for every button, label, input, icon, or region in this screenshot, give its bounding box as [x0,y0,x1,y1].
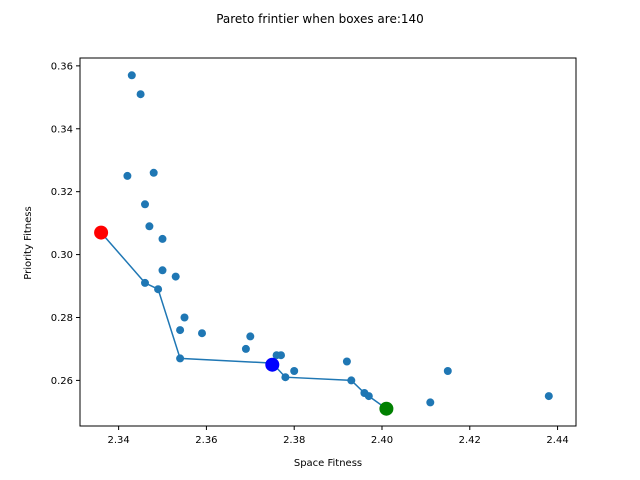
data-point [141,200,149,209]
x-axis-label: Space Fitness [294,458,362,469]
data-point [180,313,189,322]
y-tick-label: 0.36 [51,61,73,72]
plot-area [79,57,577,427]
data-point [364,392,373,401]
x-tick-label: 2.42 [459,435,481,446]
data-point [141,278,149,287]
data-point [241,344,250,353]
x-tick-label: 2.34 [107,435,129,446]
y-tick-label: 0.30 [51,250,73,261]
x-tick-label: 2.40 [371,435,393,446]
plot-frame [79,57,577,427]
data-point [281,373,290,382]
x-tick-label: 2.38 [283,435,305,446]
data-point [290,367,299,375]
data-point [342,357,351,366]
y-tick-label: 0.26 [51,376,73,387]
data-point [544,392,553,401]
data-point [158,266,167,275]
highlight-point-right [379,401,394,416]
y-axis-label: Priority Fitness [23,206,34,279]
x-tick-label: 2.44 [546,435,568,446]
data-point [347,376,356,385]
data-point [176,354,185,363]
data-point [158,234,167,243]
data-point [145,222,154,231]
y-tick-label: 0.28 [51,313,73,324]
y-axis: 0.26 0.28 0.30 0.32 0.34 0.36 [51,61,80,387]
highlight-point-left [94,225,109,240]
y-tick-label: 0.32 [51,187,73,198]
data-point [426,398,435,407]
data-point [123,171,132,180]
data-point [198,329,206,338]
chart-title: Pareto frintier when boxes are:140 [216,12,424,26]
highlight-point-middle [265,357,280,372]
x-axis: 2.34 2.36 2.38 2.40 2.42 2.44 [107,426,569,446]
data-point [154,285,163,294]
data-point [277,351,285,360]
data-point [171,272,180,281]
data-point [149,168,158,177]
data-point [176,326,185,335]
data-point [136,90,145,99]
y-tick-label: 0.34 [51,124,73,135]
data-point [443,367,452,375]
data-point [127,71,136,80]
data-point [246,332,255,341]
x-tick-label: 2.36 [195,435,217,446]
